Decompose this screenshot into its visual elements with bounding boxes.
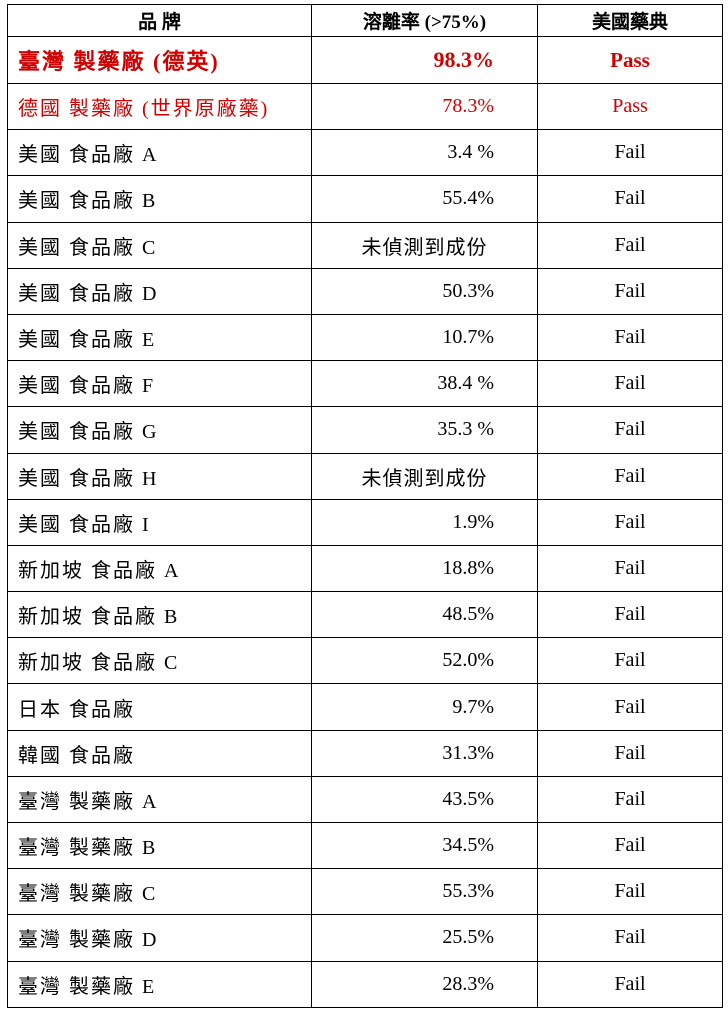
dissolution-rate-cell: 55.3%: [311, 868, 538, 916]
dissolution-rate-cell: 52.0%: [311, 637, 538, 685]
dissolution-rate-cell: 98.3%: [311, 36, 538, 84]
usp-result-cell: Fail: [537, 868, 723, 916]
dissolution-rate-cell: 55.4%: [311, 175, 538, 223]
header-row: 品 牌 溶離率 (>75%) 美國藥典: [7, 4, 723, 37]
dissolution-rate-cell: 50.3%: [311, 267, 538, 315]
header-brand: 品 牌: [7, 4, 312, 37]
brand-cell: 臺灣 製藥廠 A: [7, 775, 312, 824]
usp-result-cell: Fail: [537, 821, 723, 870]
table-row: 韓國 食品廠 31.3% Fail: [7, 729, 723, 777]
dissolution-rate-cell: 28.3%: [311, 960, 538, 1008]
dissolution-rate-cell: 78.3%: [311, 82, 538, 131]
dissolution-rate-cell: 未偵測到成份: [311, 452, 538, 500]
brand-cell: 韓國 食品廠: [7, 729, 312, 777]
usp-result-cell: Fail: [537, 360, 723, 408]
table-row: 新加坡 食品廠 B 48.5% Fail: [7, 591, 723, 639]
header-dissolution-rate: 溶離率 (>75%): [311, 4, 538, 37]
header-usp: 美國藥典: [537, 4, 723, 37]
brand-cell: 新加坡 食品廠 A: [7, 544, 312, 593]
usp-result-cell: Fail: [537, 406, 723, 454]
brand-cell: 德國 製藥廠 (世界原廠藥): [7, 82, 312, 131]
usp-result-cell: Fail: [537, 452, 723, 500]
usp-result-cell: Fail: [537, 267, 723, 315]
usp-result-cell: Fail: [537, 498, 723, 546]
dissolution-rate-cell: 48.5%: [311, 591, 538, 639]
table-row: 臺灣 製藥廠 (德英) 98.3% Pass: [7, 36, 723, 84]
table-row: 美國 食品廠 F 38.4 % Fail: [7, 360, 723, 408]
brand-cell: 臺灣 製藥廠 C: [7, 868, 312, 916]
usp-result-cell: Fail: [537, 637, 723, 685]
usp-result-cell: Fail: [537, 544, 723, 593]
table-row: 美國 食品廠 E 10.7% Fail: [7, 313, 723, 362]
dissolution-rate-cell: 38.4 %: [311, 360, 538, 408]
brand-cell: 美國 食品廠 G: [7, 406, 312, 454]
usp-result-cell: Fail: [537, 175, 723, 223]
table-row: 臺灣 製藥廠 B 34.5% Fail: [7, 821, 723, 870]
dissolution-rate-cell: 18.8%: [311, 544, 538, 593]
dissolution-rate-cell: 43.5%: [311, 775, 538, 824]
table-body: 臺灣 製藥廠 (德英) 98.3% Pass 德國 製藥廠 (世界原廠藥) 78.3% P…: [7, 36, 723, 1008]
table-row: 日本 食品廠 9.7% Fail: [7, 683, 723, 731]
table-row: 美國 食品廠 B 55.4% Fail: [7, 175, 723, 223]
dissolution-rate-cell: 3.4 %: [311, 129, 538, 177]
dissolution-rate-cell: 未偵測到成份: [311, 221, 538, 269]
brand-cell: 美國 食品廠 C: [7, 221, 312, 269]
dissolution-rate-cell: 1.9%: [311, 498, 538, 546]
brand-cell: 臺灣 製藥廠 E: [7, 960, 312, 1008]
usp-result-cell: Fail: [537, 775, 723, 824]
table-row: 美國 食品廠 H 未偵測到成份 Fail: [7, 452, 723, 500]
brand-cell: 美國 食品廠 I: [7, 498, 312, 546]
brand-cell: 新加坡 食品廠 B: [7, 591, 312, 639]
brand-cell: 臺灣 製藥廠 D: [7, 914, 312, 962]
table-row: 新加坡 食品廠 C 52.0% Fail: [7, 637, 723, 685]
usp-result-cell: Fail: [537, 221, 723, 269]
brand-cell: 美國 食品廠 E: [7, 313, 312, 362]
table-row: 美國 食品廠 D 50.3% Fail: [7, 267, 723, 315]
brand-cell: 美國 食品廠 B: [7, 175, 312, 223]
usp-result-cell: Fail: [537, 683, 723, 731]
brand-cell: 美國 食品廠 H: [7, 452, 312, 500]
brand-cell: 臺灣 製藥廠 B: [7, 821, 312, 870]
brand-cell: 美國 食品廠 A: [7, 129, 312, 177]
table-row: 臺灣 製藥廠 D 25.5% Fail: [7, 914, 723, 962]
brand-cell: 美國 食品廠 D: [7, 267, 312, 315]
table-row: 美國 食品廠 A 3.4 % Fail: [7, 129, 723, 177]
brand-cell: 臺灣 製藥廠 (德英): [7, 36, 312, 84]
dissolution-rate-cell: 34.5%: [311, 821, 538, 870]
usp-result-cell: Fail: [537, 729, 723, 777]
usp-result-cell: Pass: [537, 82, 723, 131]
table-row: 新加坡 食品廠 A 18.8% Fail: [7, 544, 723, 593]
table-row: 臺灣 製藥廠 A 43.5% Fail: [7, 775, 723, 824]
dissolution-rate-cell: 25.5%: [311, 914, 538, 962]
table-row: 美國 食品廠 C 未偵測到成份 Fail: [7, 221, 723, 269]
dissolution-rate-cell: 9.7%: [311, 683, 538, 731]
brand-cell: 新加坡 食品廠 C: [7, 637, 312, 685]
dissolution-rate-cell: 31.3%: [311, 729, 538, 777]
usp-result-cell: Fail: [537, 914, 723, 962]
usp-result-cell: Fail: [537, 960, 723, 1008]
dissolution-rate-cell: 35.3 %: [311, 406, 538, 454]
dissolution-table: 品 牌 溶離率 (>75%) 美國藥典 臺灣 製藥廠 (德英) 98.3% Pass…: [7, 4, 723, 1008]
usp-result-cell: Pass: [537, 36, 723, 84]
table-row: 臺灣 製藥廠 E 28.3% Fail: [7, 960, 723, 1008]
usp-result-cell: Fail: [537, 313, 723, 362]
usp-result-cell: Fail: [537, 591, 723, 639]
brand-cell: 日本 食品廠: [7, 683, 312, 731]
dissolution-rate-cell: 10.7%: [311, 313, 538, 362]
usp-result-cell: Fail: [537, 129, 723, 177]
brand-cell: 美國 食品廠 F: [7, 360, 312, 408]
table-row: 臺灣 製藥廠 C 55.3% Fail: [7, 868, 723, 916]
table-row: 德國 製藥廠 (世界原廠藥) 78.3% Pass: [7, 82, 723, 131]
table-row: 美國 食品廠 I 1.9% Fail: [7, 498, 723, 546]
table-row: 美國 食品廠 G 35.3 % Fail: [7, 406, 723, 454]
